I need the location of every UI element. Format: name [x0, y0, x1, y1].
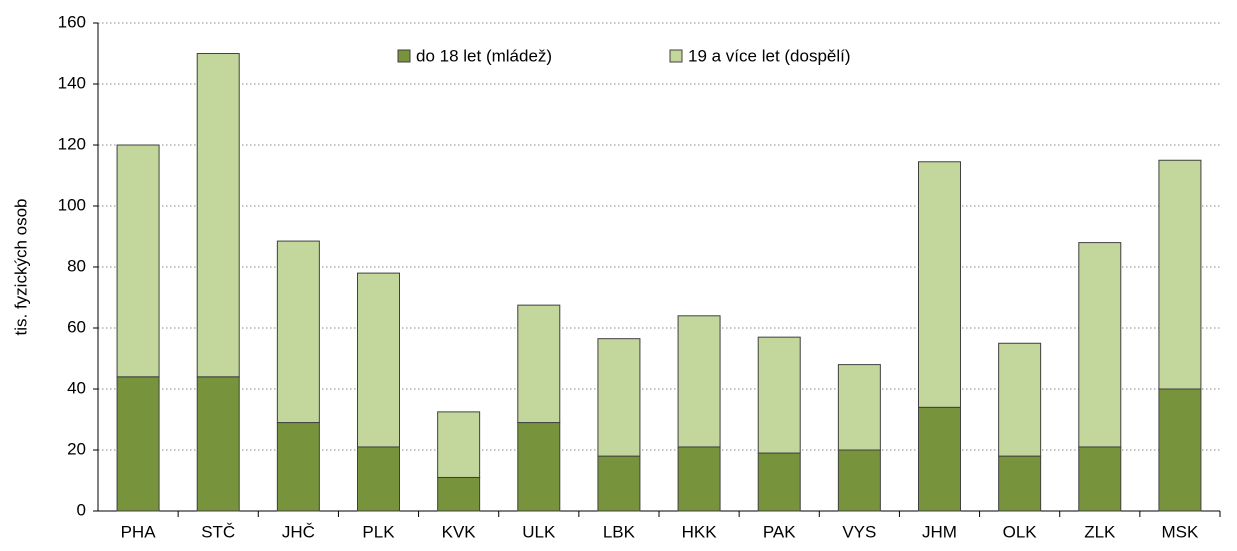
- bar-segment: [837, 364, 881, 451]
- y-axis-label: tis. fyzických osob: [11, 199, 30, 336]
- legend-label: do 18 let (mládež): [416, 46, 552, 65]
- x-tick-label: ZLK: [1084, 522, 1116, 541]
- bar-segment: [918, 406, 961, 512]
- bar-segment: [1078, 242, 1122, 448]
- bar-segment: [597, 338, 641, 457]
- bar-segment: [837, 449, 881, 512]
- bar-segment: [276, 422, 320, 512]
- bar-segment: [1158, 388, 1202, 512]
- x-tick-label: JHM: [922, 522, 957, 541]
- bar-segment: [677, 315, 721, 448]
- y-tick-label: 0: [77, 500, 86, 519]
- bar-segment: [1158, 159, 1202, 390]
- bar-segment: [757, 452, 801, 512]
- legend-label: 19 a více let (dospělí): [688, 46, 851, 65]
- bar-segment: [437, 411, 481, 478]
- x-tick-label: HKK: [682, 522, 718, 541]
- y-tick-label: 60: [67, 317, 86, 336]
- y-tick-label: 160: [58, 12, 86, 31]
- x-tick-label: MSK: [1162, 522, 1200, 541]
- y-tick-label: 100: [58, 195, 86, 214]
- bar-segment: [437, 476, 481, 512]
- bar-segment: [116, 376, 160, 512]
- bar-segment: [276, 240, 320, 424]
- bar-segment: [918, 161, 961, 408]
- x-tick-label: OLK: [1003, 522, 1038, 541]
- x-tick-label: KVK: [442, 522, 477, 541]
- bar-segment: [517, 304, 561, 424]
- x-tick-label: LBK: [603, 522, 636, 541]
- bar-segment: [517, 422, 561, 512]
- x-tick-label: ULK: [522, 522, 556, 541]
- bar-segment: [196, 53, 240, 378]
- bar-segment: [116, 144, 160, 378]
- legend-swatch: [397, 49, 411, 63]
- bar-segment: [677, 446, 721, 512]
- y-tick-label: 20: [67, 439, 86, 458]
- bar-segment: [597, 455, 641, 512]
- y-tick-label: 120: [58, 134, 86, 153]
- x-tick-label: PLK: [362, 522, 395, 541]
- bar-segment: [357, 446, 400, 512]
- bar-segment: [998, 455, 1042, 512]
- x-tick-label: VYS: [842, 522, 876, 541]
- bar-segment: [1078, 446, 1122, 512]
- x-tick-label: PAK: [763, 522, 796, 541]
- x-tick-label: JHČ: [282, 522, 315, 541]
- bar-segment: [998, 342, 1042, 457]
- legend-swatch: [669, 49, 683, 63]
- bar-segment: [196, 376, 240, 512]
- bar-segment: [757, 336, 801, 454]
- y-tick-label: 80: [67, 256, 86, 275]
- y-tick-label: 40: [67, 378, 86, 397]
- bar-segment: [357, 272, 400, 448]
- x-tick-label: PHA: [121, 522, 157, 541]
- y-tick-label: 140: [58, 73, 86, 92]
- x-tick-label: STČ: [201, 522, 235, 541]
